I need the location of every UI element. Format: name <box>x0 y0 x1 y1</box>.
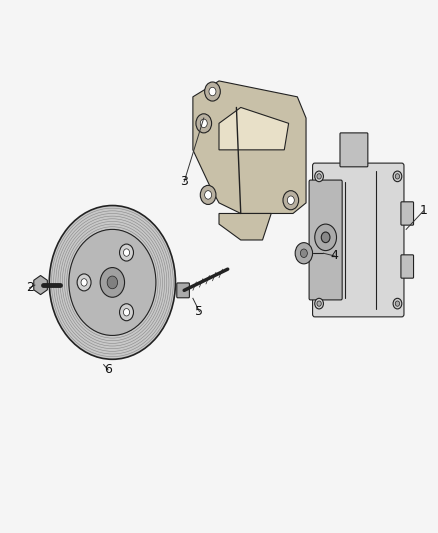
Circle shape <box>120 244 134 261</box>
Polygon shape <box>219 108 289 150</box>
Circle shape <box>100 268 124 297</box>
FancyBboxPatch shape <box>401 202 413 225</box>
Circle shape <box>124 249 130 256</box>
Circle shape <box>69 229 156 335</box>
Circle shape <box>200 119 207 127</box>
FancyBboxPatch shape <box>313 163 404 317</box>
Circle shape <box>300 249 307 257</box>
Circle shape <box>124 309 130 316</box>
Circle shape <box>81 279 87 286</box>
Circle shape <box>295 243 313 264</box>
Text: 3: 3 <box>180 175 188 188</box>
Circle shape <box>321 232 330 243</box>
Text: 2: 2 <box>26 281 34 294</box>
Circle shape <box>287 196 294 205</box>
Circle shape <box>393 298 402 309</box>
Circle shape <box>395 301 399 306</box>
FancyBboxPatch shape <box>309 180 342 300</box>
Circle shape <box>209 87 216 96</box>
Circle shape <box>317 174 321 179</box>
Circle shape <box>196 114 212 133</box>
Circle shape <box>49 206 176 359</box>
Circle shape <box>315 171 323 182</box>
FancyBboxPatch shape <box>177 283 189 298</box>
Circle shape <box>283 191 299 210</box>
Polygon shape <box>219 214 271 240</box>
Circle shape <box>77 274 91 291</box>
Text: 6: 6 <box>104 364 112 376</box>
FancyBboxPatch shape <box>401 255 413 278</box>
Circle shape <box>395 174 399 179</box>
Circle shape <box>205 191 212 199</box>
Text: 5: 5 <box>195 305 203 318</box>
Circle shape <box>205 82 220 101</box>
Polygon shape <box>34 276 47 295</box>
Text: 1: 1 <box>420 204 427 217</box>
Circle shape <box>120 304 134 321</box>
Circle shape <box>200 185 216 205</box>
Circle shape <box>107 276 117 289</box>
Circle shape <box>315 224 336 251</box>
Circle shape <box>317 301 321 306</box>
Polygon shape <box>193 81 306 214</box>
FancyBboxPatch shape <box>340 133 368 167</box>
Circle shape <box>315 298 323 309</box>
Text: 4: 4 <box>330 249 338 262</box>
Circle shape <box>393 171 402 182</box>
